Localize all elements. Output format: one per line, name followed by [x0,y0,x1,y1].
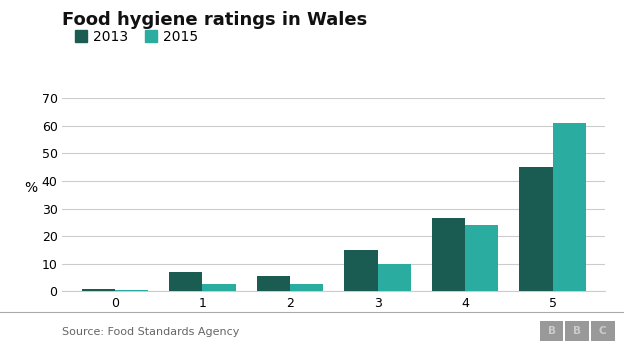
Text: B: B [573,326,581,336]
Bar [378,264,411,291]
Text: B: B [548,326,555,336]
Bar [519,167,553,291]
Text: C: C [599,326,607,336]
Bar [169,272,203,291]
Bar [465,225,499,291]
Text: Source: Food Standards Agency: Source: Food Standards Agency [62,327,240,337]
Bar [553,123,586,291]
Bar [432,218,465,291]
Bar [344,250,378,291]
Bar [82,289,115,291]
Bar [203,284,236,291]
Bar [115,290,149,291]
Bar [290,284,323,291]
Legend: 2013, 2015: 2013, 2015 [69,24,203,49]
Text: Food hygiene ratings in Wales: Food hygiene ratings in Wales [62,11,368,28]
Y-axis label: %: % [24,181,37,195]
Bar [257,276,290,291]
